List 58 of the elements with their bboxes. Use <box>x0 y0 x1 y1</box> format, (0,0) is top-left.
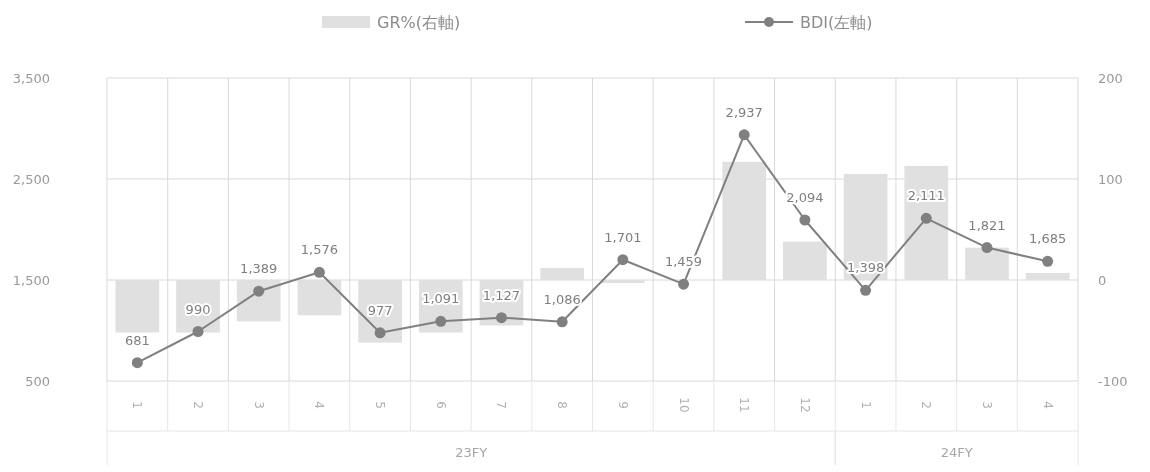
point <box>556 316 568 328</box>
x-tick-label: 1 <box>130 401 145 409</box>
x-tick-label: 2 <box>191 401 206 409</box>
y2-tick-label: -100 <box>1098 374 1128 389</box>
x-tick-label: 12 <box>797 397 812 413</box>
x-tick-label: 2 <box>919 401 934 409</box>
point <box>920 212 932 224</box>
point <box>313 266 325 278</box>
y2-tick-label: 0 <box>1098 273 1107 288</box>
point <box>981 242 993 254</box>
data-label: 2,111 <box>907 188 945 204</box>
x-tick-label: 11 <box>737 397 752 413</box>
legend-label: GR%(右軸) <box>377 13 461 32</box>
data-label: 1,821 <box>968 217 1006 233</box>
data-label: 1,576 <box>300 242 339 258</box>
data-label: 1,685 <box>1029 231 1067 247</box>
y-tick-label: 2,500 <box>12 172 50 187</box>
point <box>799 214 811 226</box>
data-label: 1,091 <box>422 291 460 307</box>
point <box>495 312 507 324</box>
x-tick-label: 5 <box>373 401 388 409</box>
point <box>192 326 204 338</box>
y-tick-label: 500 <box>25 374 50 389</box>
y2-tick-label: 100 <box>1098 172 1123 187</box>
x-tick-label: 7 <box>494 401 509 409</box>
x-tick-label: 10 <box>676 397 691 413</box>
point <box>678 278 690 290</box>
point <box>253 285 265 297</box>
data-label: 681 <box>124 332 150 348</box>
x-tick-label: 6 <box>433 401 448 409</box>
x-tick-label: 4 <box>312 401 327 409</box>
point <box>374 327 386 339</box>
data-label: 1,701 <box>604 229 642 245</box>
y2-tick-label: 200 <box>1098 71 1123 86</box>
text: 23FY <box>455 445 488 460</box>
x-tick-label: 3 <box>979 401 994 409</box>
point <box>860 284 872 296</box>
point <box>617 254 629 266</box>
data-label: 1,127 <box>482 287 521 303</box>
data-label: 977 <box>367 302 393 318</box>
data-label: 1,389 <box>240 261 278 277</box>
x-tick-label: 3 <box>251 401 266 409</box>
point <box>131 357 143 369</box>
point <box>1042 255 1054 267</box>
point <box>435 315 447 327</box>
text: 24FY <box>940 445 973 460</box>
data-label: 1,086 <box>543 291 581 307</box>
legend-label: BDI(左軸) <box>800 13 873 32</box>
point <box>738 129 750 141</box>
y-tick-label: 3,500 <box>12 71 50 86</box>
x-tick-label: 8 <box>555 401 570 409</box>
x-tick-label: 9 <box>615 401 630 409</box>
y-tick-label: 1,500 <box>12 273 50 288</box>
data-label: 2,937 <box>725 104 763 120</box>
x-tick-label: 1 <box>858 401 873 409</box>
x-tick-label: 4 <box>1040 401 1055 409</box>
data-label: 990 <box>185 301 211 317</box>
data-label: 1,398 <box>846 260 885 276</box>
